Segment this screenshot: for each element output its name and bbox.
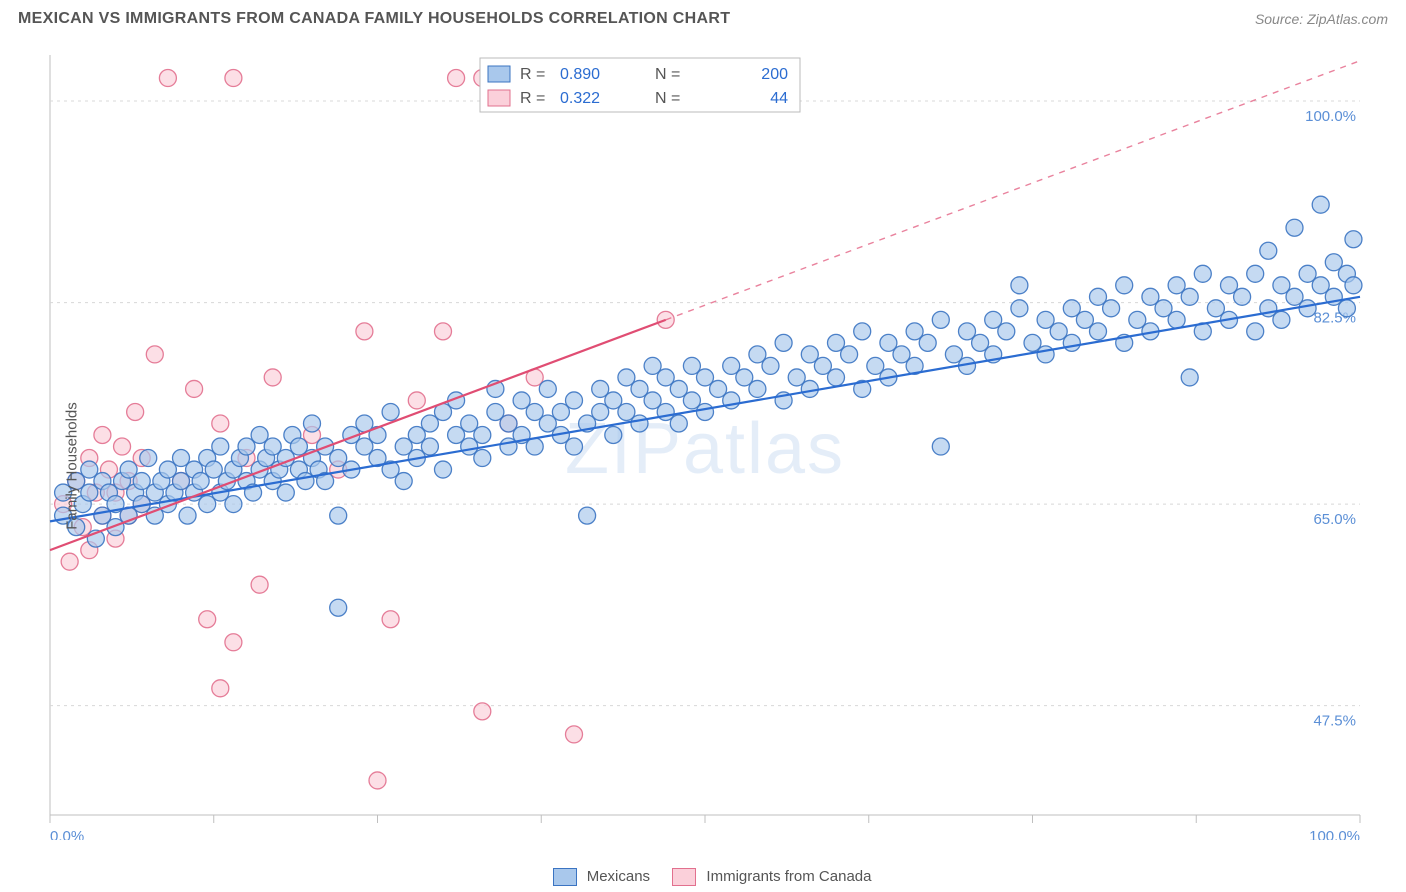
scatter-plot: 47.5%65.0%82.5%100.0%0.0%100.0%ZIPatlasR… [0,40,1406,840]
chart-area: Family Households 47.5%65.0%82.5%100.0%0… [0,40,1406,892]
svg-text:0.0%: 0.0% [50,828,84,840]
svg-text:R =: R = [520,90,545,107]
chart-title: MEXICAN VS IMMIGRANTS FROM CANADA FAMILY… [18,10,730,28]
y-axis-label: Family Households [63,402,80,530]
svg-text:65.0%: 65.0% [1313,511,1356,528]
svg-text:0.890: 0.890 [560,66,600,83]
svg-text:100.0%: 100.0% [1305,108,1356,125]
svg-text:R =: R = [520,66,545,83]
legend-label-mexicans: Mexicans [587,868,650,885]
svg-text:200: 200 [761,66,788,83]
svg-text:0.322: 0.322 [560,90,600,107]
chart-source: Source: ZipAtlas.com [1255,11,1388,27]
svg-text:N =: N = [655,90,680,107]
svg-text:44: 44 [770,90,788,107]
bottom-legend: Mexicans Immigrants from Canada [0,868,1406,886]
legend-label-canada: Immigrants from Canada [706,868,871,885]
svg-text:N =: N = [655,66,680,83]
legend-swatch-mexicans [553,868,577,886]
svg-text:100.0%: 100.0% [1309,828,1360,840]
legend-swatch-canada [672,868,696,886]
svg-text:47.5%: 47.5% [1313,713,1356,730]
chart-header: MEXICAN VS IMMIGRANTS FROM CANADA FAMILY… [0,0,1406,34]
